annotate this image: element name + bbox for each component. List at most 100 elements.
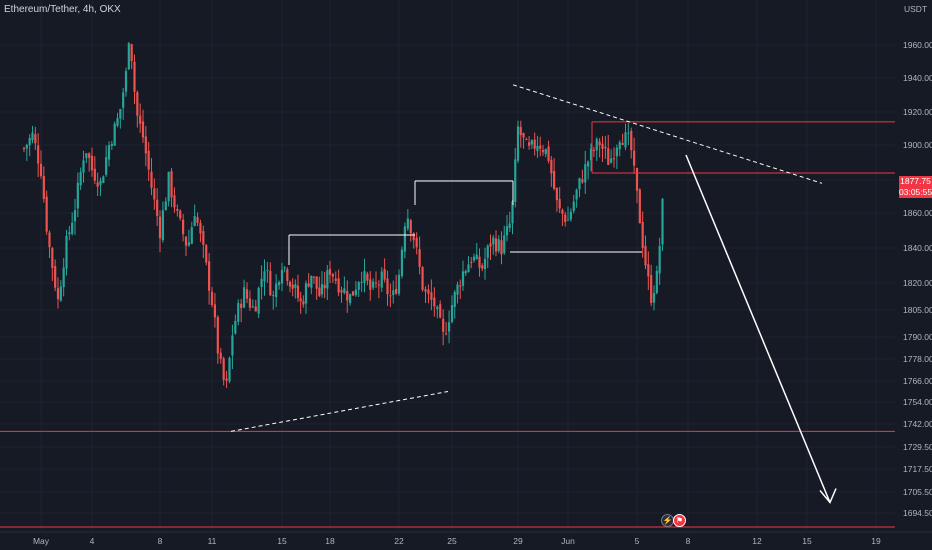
time-tick: Jun [561,536,575,546]
candle [641,221,644,248]
candle [386,278,389,295]
candle [374,282,378,284]
candle [550,159,553,174]
candle [630,130,633,151]
candle [107,145,111,160]
candle [225,378,228,381]
candle [237,303,240,322]
candle [150,171,153,188]
candle [310,275,313,288]
projection-arrow [685,154,831,503]
candle-series [22,42,664,389]
candle [508,223,511,228]
candle [612,158,616,160]
candle [475,254,478,259]
price-tick: 1778.00 [903,354,932,364]
flag-icon[interactable]: ⚑ [673,514,686,527]
candle [464,271,467,274]
time-tick: May [33,536,50,546]
candle [167,171,170,202]
time-tick: 11 [208,536,217,546]
candle [564,214,567,222]
candle [587,161,590,167]
candle [228,357,231,382]
candle [277,282,281,286]
candle [445,333,448,335]
time-tick: 29 [513,536,523,546]
candle [500,240,503,255]
candle [216,316,219,354]
candle [363,271,366,283]
candle [389,295,392,297]
candle [96,182,99,187]
candle [99,180,102,185]
candle [269,270,272,296]
candle [51,247,54,269]
candle [25,144,28,149]
price-tick: 1790.00 [903,332,932,342]
time-tick: 22 [394,536,404,546]
candle [418,249,421,267]
candle [275,283,278,297]
candle [304,283,308,304]
candle [184,236,188,246]
candle [88,153,91,158]
lightning-icon[interactable]: ⚡ [661,514,674,527]
candle [503,235,506,254]
candle [110,143,113,146]
candle [403,226,406,252]
candle [372,281,375,288]
candle [566,219,570,221]
candle [299,298,302,302]
candle [320,284,324,295]
candle [302,301,305,305]
time-tick: 4 [90,536,95,546]
price-tick: 1705.50 [903,487,932,497]
candle [90,155,94,171]
candle [383,269,386,280]
candle [589,148,593,161]
candle [291,284,294,289]
candle [360,281,363,283]
candle [294,284,297,288]
candle [621,142,624,145]
candle [544,148,547,155]
candle [547,146,550,161]
time-tick: 18 [325,536,335,546]
candle [494,238,498,252]
price-tick: 1940.00 [903,73,932,83]
candle [141,121,145,138]
candle [245,289,249,299]
chart-title: Ethereum/Tether, 4h, OKX [4,4,121,15]
candle [251,306,254,308]
candle [530,140,533,145]
candle [459,285,462,287]
price-tick: 1820.00 [903,278,932,288]
candle [558,199,561,209]
candle [22,148,26,150]
time-tick: 25 [447,536,457,546]
candle [307,283,310,287]
candle [539,145,542,149]
candle [280,269,284,284]
candle [219,352,222,359]
candle [436,306,439,310]
candle [328,268,332,275]
candle [187,242,190,246]
candle [79,172,82,186]
candle [213,304,217,318]
candle [205,245,208,263]
candle [453,291,456,307]
candle [45,196,48,232]
price-tick: 1960.00 [903,40,932,50]
candle [119,108,122,119]
price-tick: 1900.00 [903,140,932,150]
candle [343,288,346,294]
candle [536,145,539,152]
candle [442,318,445,332]
candle [179,210,182,219]
candle [349,294,352,304]
candle [161,210,164,241]
price-tick: 1717.50 [903,464,932,474]
